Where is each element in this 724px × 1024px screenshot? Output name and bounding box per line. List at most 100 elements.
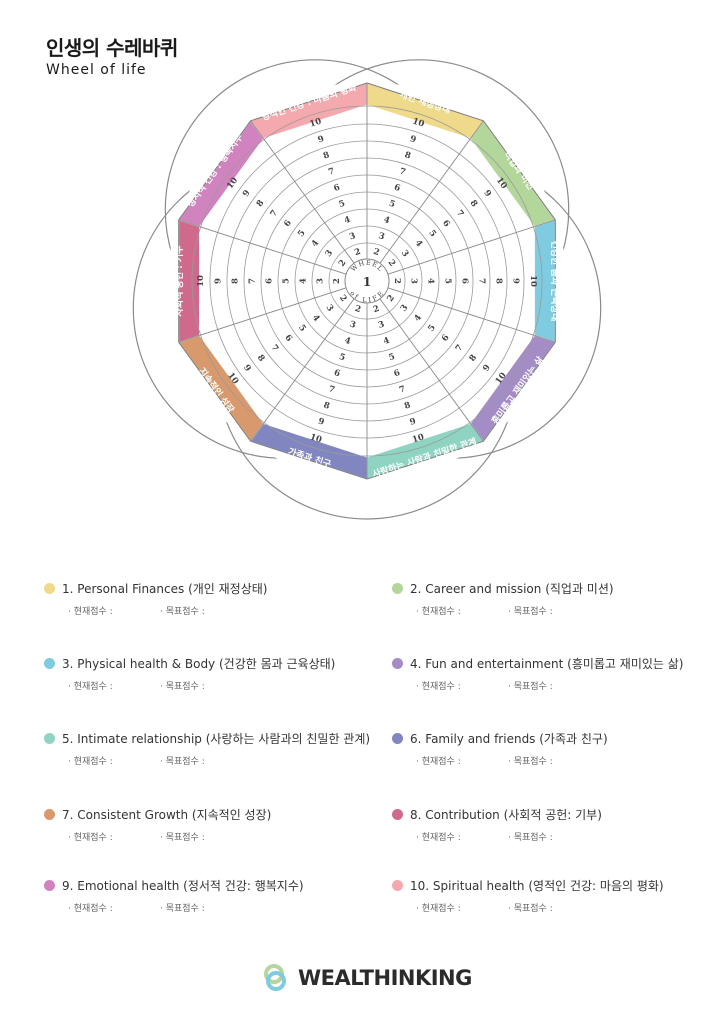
target-score-label: · 목표점수 : (160, 757, 205, 767)
legend-label: 3. Physical health & Body (건강한 몸과 근육상태) (62, 657, 336, 671)
score-number: 7 (454, 208, 466, 219)
score-number: 2 (386, 293, 398, 304)
score-number: 8 (468, 198, 480, 209)
score-number: 9 (214, 278, 224, 284)
score-number: 6 (333, 368, 342, 379)
current-score-label: · 현재점수 : (416, 757, 461, 767)
score-number: 6 (282, 218, 294, 229)
score-number: 6 (460, 278, 470, 284)
score-number: 4 (310, 238, 322, 249)
wheel-spoke (250, 298, 355, 442)
legend-head: 6. Family and friends (가족과 친구) (392, 730, 608, 747)
page-title: 인생의 수레바퀴 (46, 36, 178, 60)
segment-label: 건강한 몸과 근육상태 (549, 241, 561, 322)
legend-head: 8. Contribution (사회적 공헌: 기부) (392, 806, 602, 823)
score-number: 2 (392, 278, 402, 284)
target-score-label: · 목표점수 : (508, 904, 553, 914)
legend-score-fields: · 현재점수 : · 목표점수 : (68, 604, 267, 617)
score-number: 8 (255, 198, 267, 209)
page-subtitle: Wheel of life (46, 62, 147, 78)
score-number: 2 (353, 247, 362, 258)
score-number: 9 (511, 278, 521, 284)
legend-item: 2. Career and mission (직업과 미션) · 현재점수 : · … (392, 580, 614, 617)
score-number: 4 (382, 215, 391, 226)
legend-head: 9. Emotional health (정서적 건강: 행복지수) (44, 877, 304, 894)
score-number: 6 (440, 218, 452, 229)
legend-head: 10. Spiritual health (영적인 건강: 마음의 평화) (392, 877, 664, 894)
score-number: 8 (322, 400, 331, 411)
score-number: 6 (333, 183, 342, 194)
legend-color-dot (392, 733, 403, 744)
legend-head: 1. Personal Finances (개인 재정상태) (44, 580, 267, 597)
score-number: 4 (299, 278, 309, 284)
score-number: 6 (265, 278, 275, 284)
score-number: 2 (337, 293, 349, 304)
target-score-label: · 목표점수 : (160, 607, 205, 617)
score-number: 8 (231, 278, 241, 284)
wheel-spoke (178, 287, 347, 343)
score-number: 7 (269, 343, 281, 354)
legend-label: 4. Fun and entertainment (흥미롭고 재미있는 삶) (410, 657, 684, 671)
wheel-spoke (387, 287, 556, 343)
score-number: 10 (411, 432, 425, 445)
score-number: 5 (296, 323, 308, 334)
legend-color-dot (44, 583, 55, 594)
segment-label: 사회적 공헌 : 기부 (173, 246, 185, 317)
score-number: 6 (440, 333, 452, 344)
current-score-label: · 현재점수 : (416, 607, 461, 617)
legend-label: 6. Family and friends (가족과 친구) (410, 732, 608, 746)
target-score-label: · 목표점수 : (508, 757, 553, 767)
score-number: 3 (348, 320, 357, 331)
target-score-label: · 목표점수 : (508, 682, 553, 692)
wheel-spoke (379, 120, 484, 264)
legend-score-fields: · 현재점수 : · 목표점수 : (416, 604, 614, 617)
legend-label: 8. Contribution (사회적 공헌: 기부) (410, 808, 602, 822)
legend-score-fields: · 현재점수 : · 목표점수 : (416, 679, 683, 692)
legend-head: 4. Fun and entertainment (흥미롭고 재미있는 삶) (392, 655, 683, 672)
score-number: 9 (481, 188, 493, 199)
score-number: 7 (477, 278, 487, 284)
target-score-label: · 목표점수 : (508, 833, 553, 843)
current-score-label: · 현재점수 : (68, 757, 113, 767)
score-number: 2 (386, 258, 398, 269)
score-number: 9 (241, 363, 253, 374)
current-score-label: · 현재점수 : (68, 682, 113, 692)
score-number: 9 (481, 363, 493, 374)
score-number: 8 (494, 278, 504, 284)
legend-label: 7. Consistent Growth (지속적인 성장) (62, 808, 272, 822)
legend-item: 7. Consistent Growth (지속적인 성장) · 현재점수 : · … (44, 806, 271, 843)
legend-color-dot (44, 809, 55, 820)
score-number: 8 (255, 353, 267, 364)
score-number: 7 (269, 208, 281, 219)
legend-score-fields: · 현재점수 : · 목표점수 : (416, 830, 602, 843)
score-number: 4 (343, 215, 352, 226)
score-number: 10 (309, 432, 323, 445)
legend-score-fields: · 현재점수 : · 목표점수 : (416, 901, 664, 914)
current-score-label: · 현재점수 : (68, 833, 113, 843)
score-number: 5 (426, 323, 438, 334)
center-number: 1 (363, 275, 371, 289)
target-score-label: · 목표점수 : (160, 833, 205, 843)
score-number: 10 (309, 116, 323, 129)
legend-label: 1. Personal Finances (개인 재정상태) (62, 582, 268, 596)
score-number: 2 (372, 247, 381, 258)
score-number: 8 (403, 400, 412, 411)
legend-label: 2. Career and mission (직업과 미션) (410, 582, 614, 596)
brand: WEALTHINKING (262, 962, 472, 994)
current-score-label: · 현재점수 : (68, 904, 113, 914)
wealthinking-logo-icon (264, 964, 286, 991)
score-number: 9 (317, 134, 326, 145)
center-hub (344, 258, 390, 304)
score-number: 3 (399, 303, 411, 314)
legend-head: 2. Career and mission (직업과 미션) (392, 580, 614, 597)
legend-score-fields: · 현재점수 : · 목표점수 : (68, 754, 370, 767)
score-number: 3 (409, 278, 419, 284)
legend-color-dot (44, 880, 55, 891)
score-number: 5 (426, 228, 438, 239)
score-number: 9 (409, 417, 418, 428)
score-number: 4 (343, 336, 352, 347)
legend-item: 10. Spiritual health (영적인 건강: 마음의 평화) · 현… (392, 877, 664, 914)
score-number: 6 (282, 333, 294, 344)
score-number: 6 (393, 183, 402, 194)
